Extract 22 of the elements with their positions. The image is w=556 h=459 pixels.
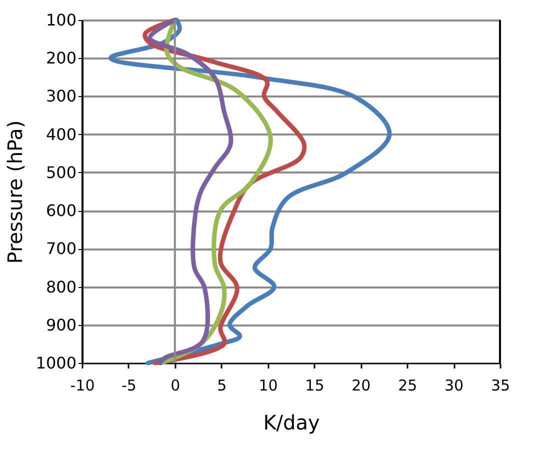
y-tick-label: 500	[46, 162, 76, 182]
y-tick-label: 400	[46, 124, 76, 144]
x-tick-label: 5	[217, 376, 227, 394]
y-tick-label: 1000	[36, 354, 76, 372]
y-tick-label: 600	[46, 201, 76, 220]
x-tick-label: -5	[121, 376, 136, 394]
x-tick-label: 20	[352, 376, 371, 394]
x-axis-title: K/day	[263, 410, 320, 434]
y-tick-label: 900	[46, 315, 76, 334]
y-axis-title: Pressure (hPa)	[2, 120, 27, 264]
y-tick-label: 800	[46, 277, 76, 296]
x-tick-label: -10	[70, 376, 95, 394]
x-tick-label: 25	[398, 376, 418, 394]
y-tick-label: 300	[46, 86, 76, 106]
x-tick-label: 35	[490, 376, 510, 394]
x-tick-label: 10	[258, 376, 278, 394]
x-tick-label: 30	[444, 376, 464, 394]
y-tick-label: 700	[46, 239, 76, 258]
x-tick-label: 0	[170, 376, 180, 394]
y-tick-label: 100	[46, 10, 76, 30]
x-tick-label: 15	[305, 376, 324, 394]
y-tick-label: 200	[46, 48, 76, 68]
